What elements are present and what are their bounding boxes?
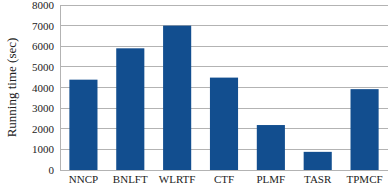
y-tick-label: 7000: [32, 20, 55, 32]
x-tick-label: WLRTF: [159, 173, 196, 185]
x-tick-label: PLMF: [256, 173, 285, 185]
bar: [116, 48, 144, 170]
y-tick-label: 5000: [32, 61, 55, 73]
y-tick-label: 3000: [32, 102, 55, 114]
bars: [69, 26, 378, 170]
x-tick-label: BNLFT: [113, 173, 148, 185]
grid-line: [60, 5, 388, 6]
y-axis-label: Running time (sec): [4, 38, 19, 138]
x-tick-label: NNCP: [69, 173, 98, 185]
y-axis-line: [60, 5, 61, 170]
bar: [257, 125, 285, 170]
x-tick-label: TPMCF: [347, 173, 383, 185]
y-tick-label: 0: [49, 164, 55, 176]
grid-line: [60, 25, 388, 26]
bar: [351, 89, 379, 170]
grid-line: [60, 66, 388, 67]
bar: [163, 26, 191, 170]
bar: [210, 78, 238, 170]
bar: [69, 80, 97, 170]
y-tick-label: 6000: [32, 40, 55, 52]
y-tick-label: 8000: [32, 0, 55, 11]
grid-line: [60, 46, 388, 47]
y-tick-label: 2000: [32, 123, 55, 135]
y-tick-label: 4000: [32, 82, 55, 94]
x-tick-label: TASR: [304, 173, 332, 185]
bar: [304, 152, 332, 170]
y-tick-label: 1000: [32, 143, 55, 155]
chart: 0 1000 2000 3000 4000 5000 6000 7000 8000 NNCP BNL…: [0, 0, 392, 188]
x-tick-label: CTF: [214, 173, 234, 185]
